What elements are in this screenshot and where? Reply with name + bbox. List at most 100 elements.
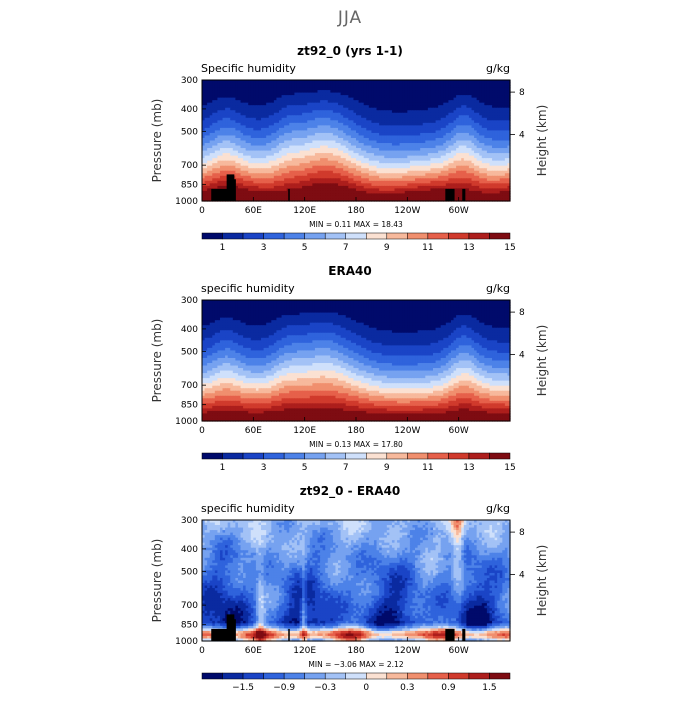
heatmap-cell	[284, 155, 288, 159]
heatmap-cell	[394, 160, 398, 164]
heatmap-cell	[281, 137, 285, 142]
heatmap-cell	[363, 90, 367, 94]
heatmap-cell	[312, 160, 316, 164]
heatmap-cell	[222, 92, 226, 96]
heatmap-cell	[371, 173, 375, 177]
heatmap-cell	[376, 153, 380, 157]
heatmap-cell	[322, 120, 326, 124]
heatmap-cell	[281, 85, 285, 89]
heatmap-cell	[253, 120, 257, 124]
heatmap-cell	[389, 140, 393, 144]
heatmap-cell	[320, 153, 324, 157]
heatmap-cell	[417, 102, 421, 106]
heatmap-cell	[399, 155, 403, 159]
heatmap-cell	[448, 115, 452, 119]
heatmap-cell	[358, 155, 362, 159]
heatmap-cell	[230, 85, 234, 89]
heatmap-cell	[368, 85, 372, 89]
heatmap-cell	[248, 145, 252, 149]
heatmap-cell	[309, 175, 313, 179]
heatmap-cell	[312, 80, 316, 84]
heatmap-cell	[255, 85, 260, 89]
heatmap-cell	[399, 122, 403, 126]
heatmap-cell	[379, 137, 383, 142]
heatmap-cell	[456, 115, 460, 119]
heatmap-cell	[368, 122, 372, 126]
heatmap-cell	[368, 145, 372, 149]
heatmap-cell	[296, 112, 301, 116]
heatmap-cell	[243, 135, 247, 139]
heatmap-cell	[461, 180, 465, 184]
heatmap-cell	[443, 125, 447, 129]
heatmap-cell	[322, 155, 326, 159]
heatmap-cell	[348, 180, 352, 184]
heatmap-cell	[425, 178, 429, 182]
heatmap-cell	[273, 120, 278, 124]
heatmap-cell	[273, 90, 278, 94]
heatmap-cell	[368, 180, 372, 184]
heatmap-cell	[255, 127, 260, 132]
heatmap-cell	[492, 120, 496, 124]
heatmap-cell	[409, 100, 414, 104]
heatmap-cell	[356, 97, 360, 101]
heatmap-cell	[371, 163, 375, 167]
heatmap-cell	[453, 132, 457, 137]
heatmap-cell	[368, 143, 372, 147]
heatmap-cell	[368, 115, 372, 119]
heatmap-cell	[391, 173, 396, 177]
heatmap-cell	[417, 173, 421, 177]
heatmap-cell	[379, 127, 383, 132]
heatmap-cell	[217, 105, 221, 109]
heatmap-cell	[322, 92, 326, 96]
heatmap-cell	[404, 165, 408, 169]
heatmap-cell	[248, 102, 252, 106]
heatmap-cell	[209, 137, 213, 142]
heatmap-cell	[458, 92, 462, 96]
heatmap-cell	[304, 122, 308, 126]
heatmap-cell	[340, 155, 344, 159]
heatmap-cell	[307, 168, 311, 172]
heatmap-cell	[502, 117, 506, 121]
heatmap-cell	[394, 137, 398, 142]
heatmap-cell	[353, 100, 357, 104]
heatmap-cell	[209, 175, 213, 179]
heatmap-cell	[376, 102, 380, 106]
heatmap-cell	[309, 160, 313, 164]
heatmap-cell	[204, 175, 208, 179]
heatmap-cell	[314, 160, 319, 164]
heatmap-cell	[430, 168, 434, 172]
heatmap-cell	[284, 115, 288, 119]
heatmap-cell	[404, 148, 408, 152]
heatmap-cell	[322, 90, 326, 94]
heatmap-cell	[445, 105, 449, 109]
heatmap-cell	[207, 112, 211, 116]
heatmap-cell	[250, 122, 254, 126]
heatmap-cell	[253, 173, 257, 177]
heatmap-cell	[376, 115, 380, 119]
heatmap-cell	[273, 163, 278, 167]
heatmap-cell	[463, 175, 467, 179]
heatmap-cell	[317, 125, 321, 129]
heatmap-cell	[258, 137, 262, 142]
heatmap-cell	[358, 153, 362, 157]
heatmap-cell	[453, 117, 457, 121]
heatmap-cell	[302, 158, 306, 162]
heatmap-cell	[307, 82, 311, 86]
heatmap-cell	[417, 100, 421, 104]
heatmap-cell	[479, 95, 483, 99]
heatmap-cell	[368, 132, 372, 137]
heatmap-cell	[294, 87, 298, 91]
heatmap-cell	[338, 80, 342, 84]
heatmap-cell	[348, 163, 352, 167]
heatmap-cell	[291, 175, 295, 179]
heatmap-cell	[415, 140, 419, 144]
heatmap-cell	[309, 95, 313, 99]
heatmap-cell	[212, 125, 216, 129]
heatmap-cell	[494, 117, 498, 121]
heatmap-cell	[230, 102, 234, 106]
heatmap-cell	[445, 92, 449, 96]
heatmap-cell	[225, 140, 229, 144]
heatmap-cell	[286, 137, 290, 142]
heatmap-cell	[340, 92, 344, 96]
heatmap-cell	[381, 87, 385, 91]
